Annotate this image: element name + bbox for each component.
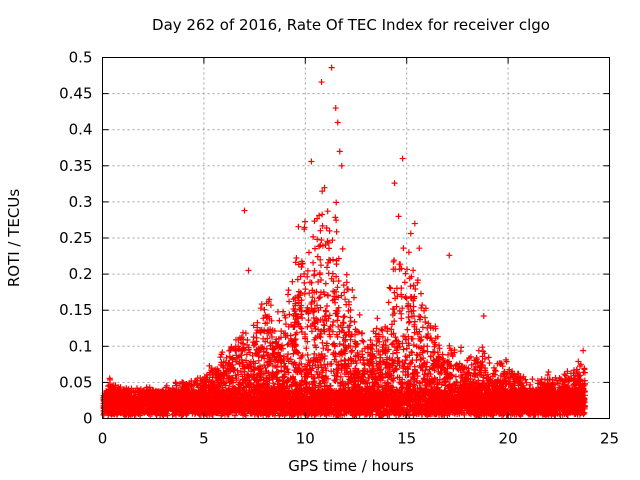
y-tick-label: 0.3	[69, 193, 93, 211]
y-tick-label: 0.25	[59, 229, 92, 247]
axis-ticks	[102, 57, 610, 419]
y-axis-label: ROTI / TECUs	[5, 189, 23, 287]
scatter-points	[100, 184, 588, 419]
chart-title: Day 262 of 2016, Rate Of TEC Index for r…	[152, 16, 550, 34]
y-tick-label: 0.45	[59, 85, 92, 103]
y-tick-label: 0	[83, 410, 93, 428]
y-tick-label: 0.4	[69, 121, 93, 139]
y-tick-label: 0.5	[69, 49, 93, 67]
x-tick-label: 10	[296, 430, 315, 448]
scatter-point	[334, 119, 341, 126]
scatter-point	[580, 347, 587, 354]
x-tick-label: 0	[98, 430, 108, 448]
scatter-point	[328, 64, 335, 71]
scatter-point	[318, 79, 325, 86]
grid	[102, 57, 610, 419]
scatter-point	[332, 105, 339, 112]
x-tick-label: 5	[199, 430, 209, 448]
scatter-point	[446, 252, 453, 259]
x-tick-label: 20	[499, 430, 518, 448]
y-tick-label: 0.2	[69, 265, 93, 283]
y-tick-label: 0.15	[59, 301, 92, 319]
scatter-point	[336, 148, 343, 155]
x-tick-labels: 0 5 10 15 20 25	[98, 430, 619, 448]
x-tick-label: 15	[397, 430, 416, 448]
scatter-point	[245, 267, 252, 274]
y-tick-label: 0.1	[69, 337, 93, 355]
y-tick-label: 0.35	[59, 157, 92, 175]
scatter-point	[308, 158, 315, 165]
scatter-point	[395, 213, 402, 220]
y-tick-label: 0.05	[59, 373, 92, 391]
scatter-point	[411, 220, 418, 227]
scatter-point	[338, 162, 345, 169]
scatter-point	[391, 180, 398, 187]
data-points	[100, 64, 588, 419]
x-tick-label: 25	[600, 430, 619, 448]
x-axis-label: GPS time / hours	[288, 457, 414, 475]
scatter-point	[399, 155, 406, 162]
scatter-point	[241, 207, 248, 214]
y-tick-labels: 0 0.05 0.1 0.15 0.2 0.25 0.3 0.35 0.4 0.45 0.5	[59, 49, 92, 428]
scatter-point	[480, 312, 487, 319]
